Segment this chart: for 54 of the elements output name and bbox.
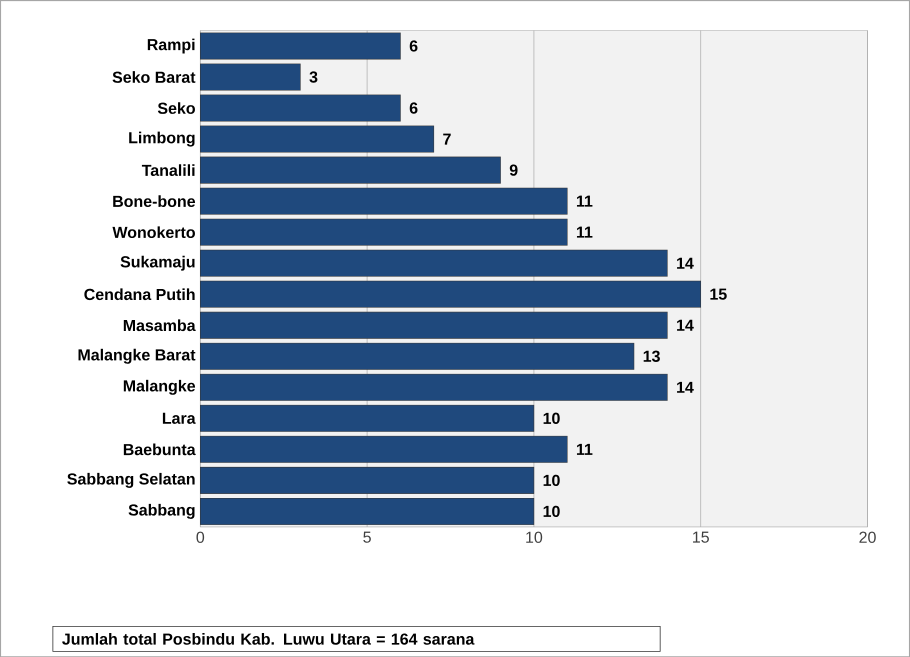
y-tick-label: Malangke Barat	[78, 348, 196, 364]
bar	[200, 312, 668, 339]
bar	[200, 280, 701, 308]
bar	[200, 404, 534, 432]
data-label: 10	[544, 474, 560, 486]
text: Jumlah total Posbindu Kab. Luwu Utara = 164 sarana	[62, 632, 474, 645]
data-label: 15	[710, 288, 727, 300]
y-tick-label: Malangke	[124, 380, 196, 395]
y-tick-label: Cendana Putih	[84, 288, 195, 300]
bar	[200, 94, 401, 122]
data-label: 14	[677, 320, 694, 331]
bar	[200, 126, 434, 152]
y-tick-label: Sabbang	[128, 504, 195, 519]
y-tick-label: Masamba	[124, 319, 196, 331]
data-label: 10	[544, 412, 560, 424]
bar	[200, 436, 568, 463]
bar	[200, 156, 501, 184]
bar	[200, 374, 668, 401]
x-tick-label: 0	[196, 531, 204, 543]
y-tick-label: Limbong	[129, 131, 195, 146]
y-tick-label: Wonokerto	[112, 226, 195, 238]
data-label: 6	[410, 102, 418, 114]
y-tick-label: Tanalili	[142, 164, 194, 176]
x-tick-label: 10	[526, 531, 542, 543]
bar	[200, 63, 301, 90]
data-label: 11	[576, 226, 592, 238]
data-label: 14	[677, 382, 694, 393]
y-tick-label: Sabbang Selatan	[67, 472, 195, 488]
bar	[200, 466, 534, 494]
bar	[200, 250, 668, 277]
y-tick-label: Rampi	[148, 38, 194, 54]
data-label: 6	[410, 40, 418, 52]
data-label: 7	[443, 133, 451, 144]
bar	[200, 188, 568, 214]
data-label: 13	[644, 350, 660, 362]
bar	[200, 498, 534, 525]
data-label: 10	[544, 506, 560, 517]
x-tick-label: 15	[693, 531, 709, 543]
x-tick-label: 5	[363, 531, 371, 543]
data-label: 11	[576, 444, 592, 455]
x-tick-label: 20	[859, 531, 876, 543]
data-label: 11	[576, 196, 592, 207]
y-tick-label: Seko Barat	[112, 71, 196, 83]
bar	[200, 32, 401, 60]
y-tick-label: Seko	[158, 102, 195, 114]
data-label: 14	[677, 258, 694, 269]
data-label: 9	[510, 164, 518, 176]
y-tick-label: Lara	[162, 412, 196, 424]
y-tick-label: Baebunta	[124, 443, 196, 456]
bar	[200, 342, 634, 370]
bar	[200, 218, 568, 246]
y-tick-label: Sukamaju	[120, 256, 195, 271]
y-tick-label: Bone-bone	[113, 195, 196, 207]
data-label: 3	[309, 71, 318, 83]
